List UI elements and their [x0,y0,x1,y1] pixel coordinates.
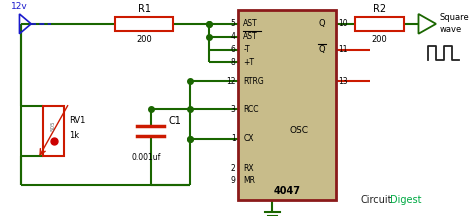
Bar [43,106,64,156]
Text: 200: 200 [136,35,152,44]
Text: -T: -T [243,45,250,54]
Text: R2: R2 [373,4,386,14]
Text: 1k: 1k [69,131,79,140]
Text: RV1: RV1 [69,116,85,125]
Text: 505: 505 [50,121,55,131]
Text: 8: 8 [231,58,236,67]
Text: RCC: RCC [243,105,259,114]
Text: RTRG: RTRG [243,77,264,86]
Text: 4: 4 [231,32,236,41]
Text: 0.001uf: 0.001uf [131,153,161,162]
Text: MR: MR [243,176,255,185]
Text: Q: Q [318,19,325,28]
Bar [355,17,404,31]
Text: 2: 2 [231,164,236,173]
Text: AST: AST [243,32,258,41]
Text: Square: Square [440,13,470,22]
Text: Circuit: Circuit [360,195,392,205]
Text: R1: R1 [137,4,151,14]
Bar [115,17,173,31]
Bar [238,10,336,200]
Text: 200: 200 [372,35,387,44]
Text: 12: 12 [226,77,236,86]
Text: AST: AST [243,19,258,28]
Text: OSC: OSC [289,126,308,135]
Text: 11: 11 [339,45,348,54]
Text: C1: C1 [168,116,181,126]
Text: 10: 10 [339,19,348,28]
Text: CX: CX [243,134,254,143]
Text: 5: 5 [231,19,236,28]
Text: 4047: 4047 [273,186,301,196]
Text: 1: 1 [231,134,236,143]
Text: 3: 3 [231,105,236,114]
Text: Digest: Digest [390,195,422,205]
Text: 13: 13 [339,77,348,86]
Text: 9: 9 [231,176,236,185]
Text: Q: Q [318,45,325,54]
Text: +T: +T [243,58,255,67]
Text: 6: 6 [231,45,236,54]
Text: 12v: 12v [11,2,28,11]
Text: RX: RX [243,164,254,173]
Text: wave: wave [440,25,462,34]
